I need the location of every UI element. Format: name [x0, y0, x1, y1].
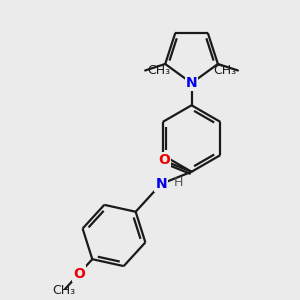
Text: O: O: [158, 153, 170, 167]
Text: N: N: [186, 76, 197, 90]
Text: O: O: [73, 266, 85, 280]
Text: CH₃: CH₃: [52, 284, 75, 297]
Text: CH₃: CH₃: [213, 64, 236, 77]
Text: CH₃: CH₃: [147, 64, 170, 77]
Text: N: N: [155, 177, 167, 191]
Text: H: H: [173, 176, 183, 189]
